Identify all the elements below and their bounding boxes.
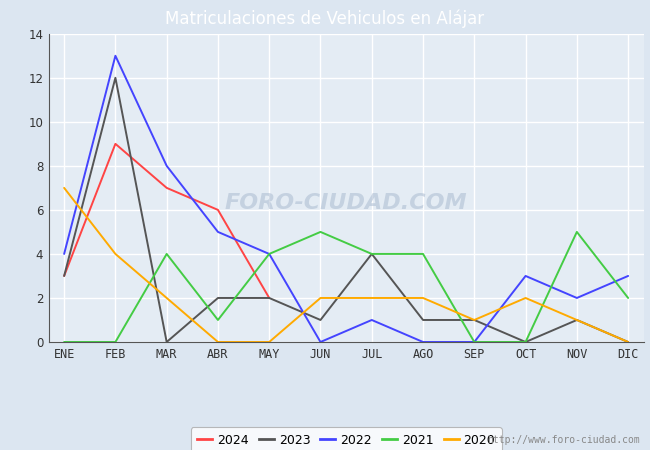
Text: http://www.foro-ciudad.com: http://www.foro-ciudad.com xyxy=(488,435,640,445)
Text: Matriculaciones de Vehiculos en Alájar: Matriculaciones de Vehiculos en Alájar xyxy=(166,9,484,27)
Legend: 2024, 2023, 2022, 2021, 2020: 2024, 2023, 2022, 2021, 2020 xyxy=(190,428,502,450)
Text: FORO-CIUDAD.COM: FORO-CIUDAD.COM xyxy=(225,194,467,213)
